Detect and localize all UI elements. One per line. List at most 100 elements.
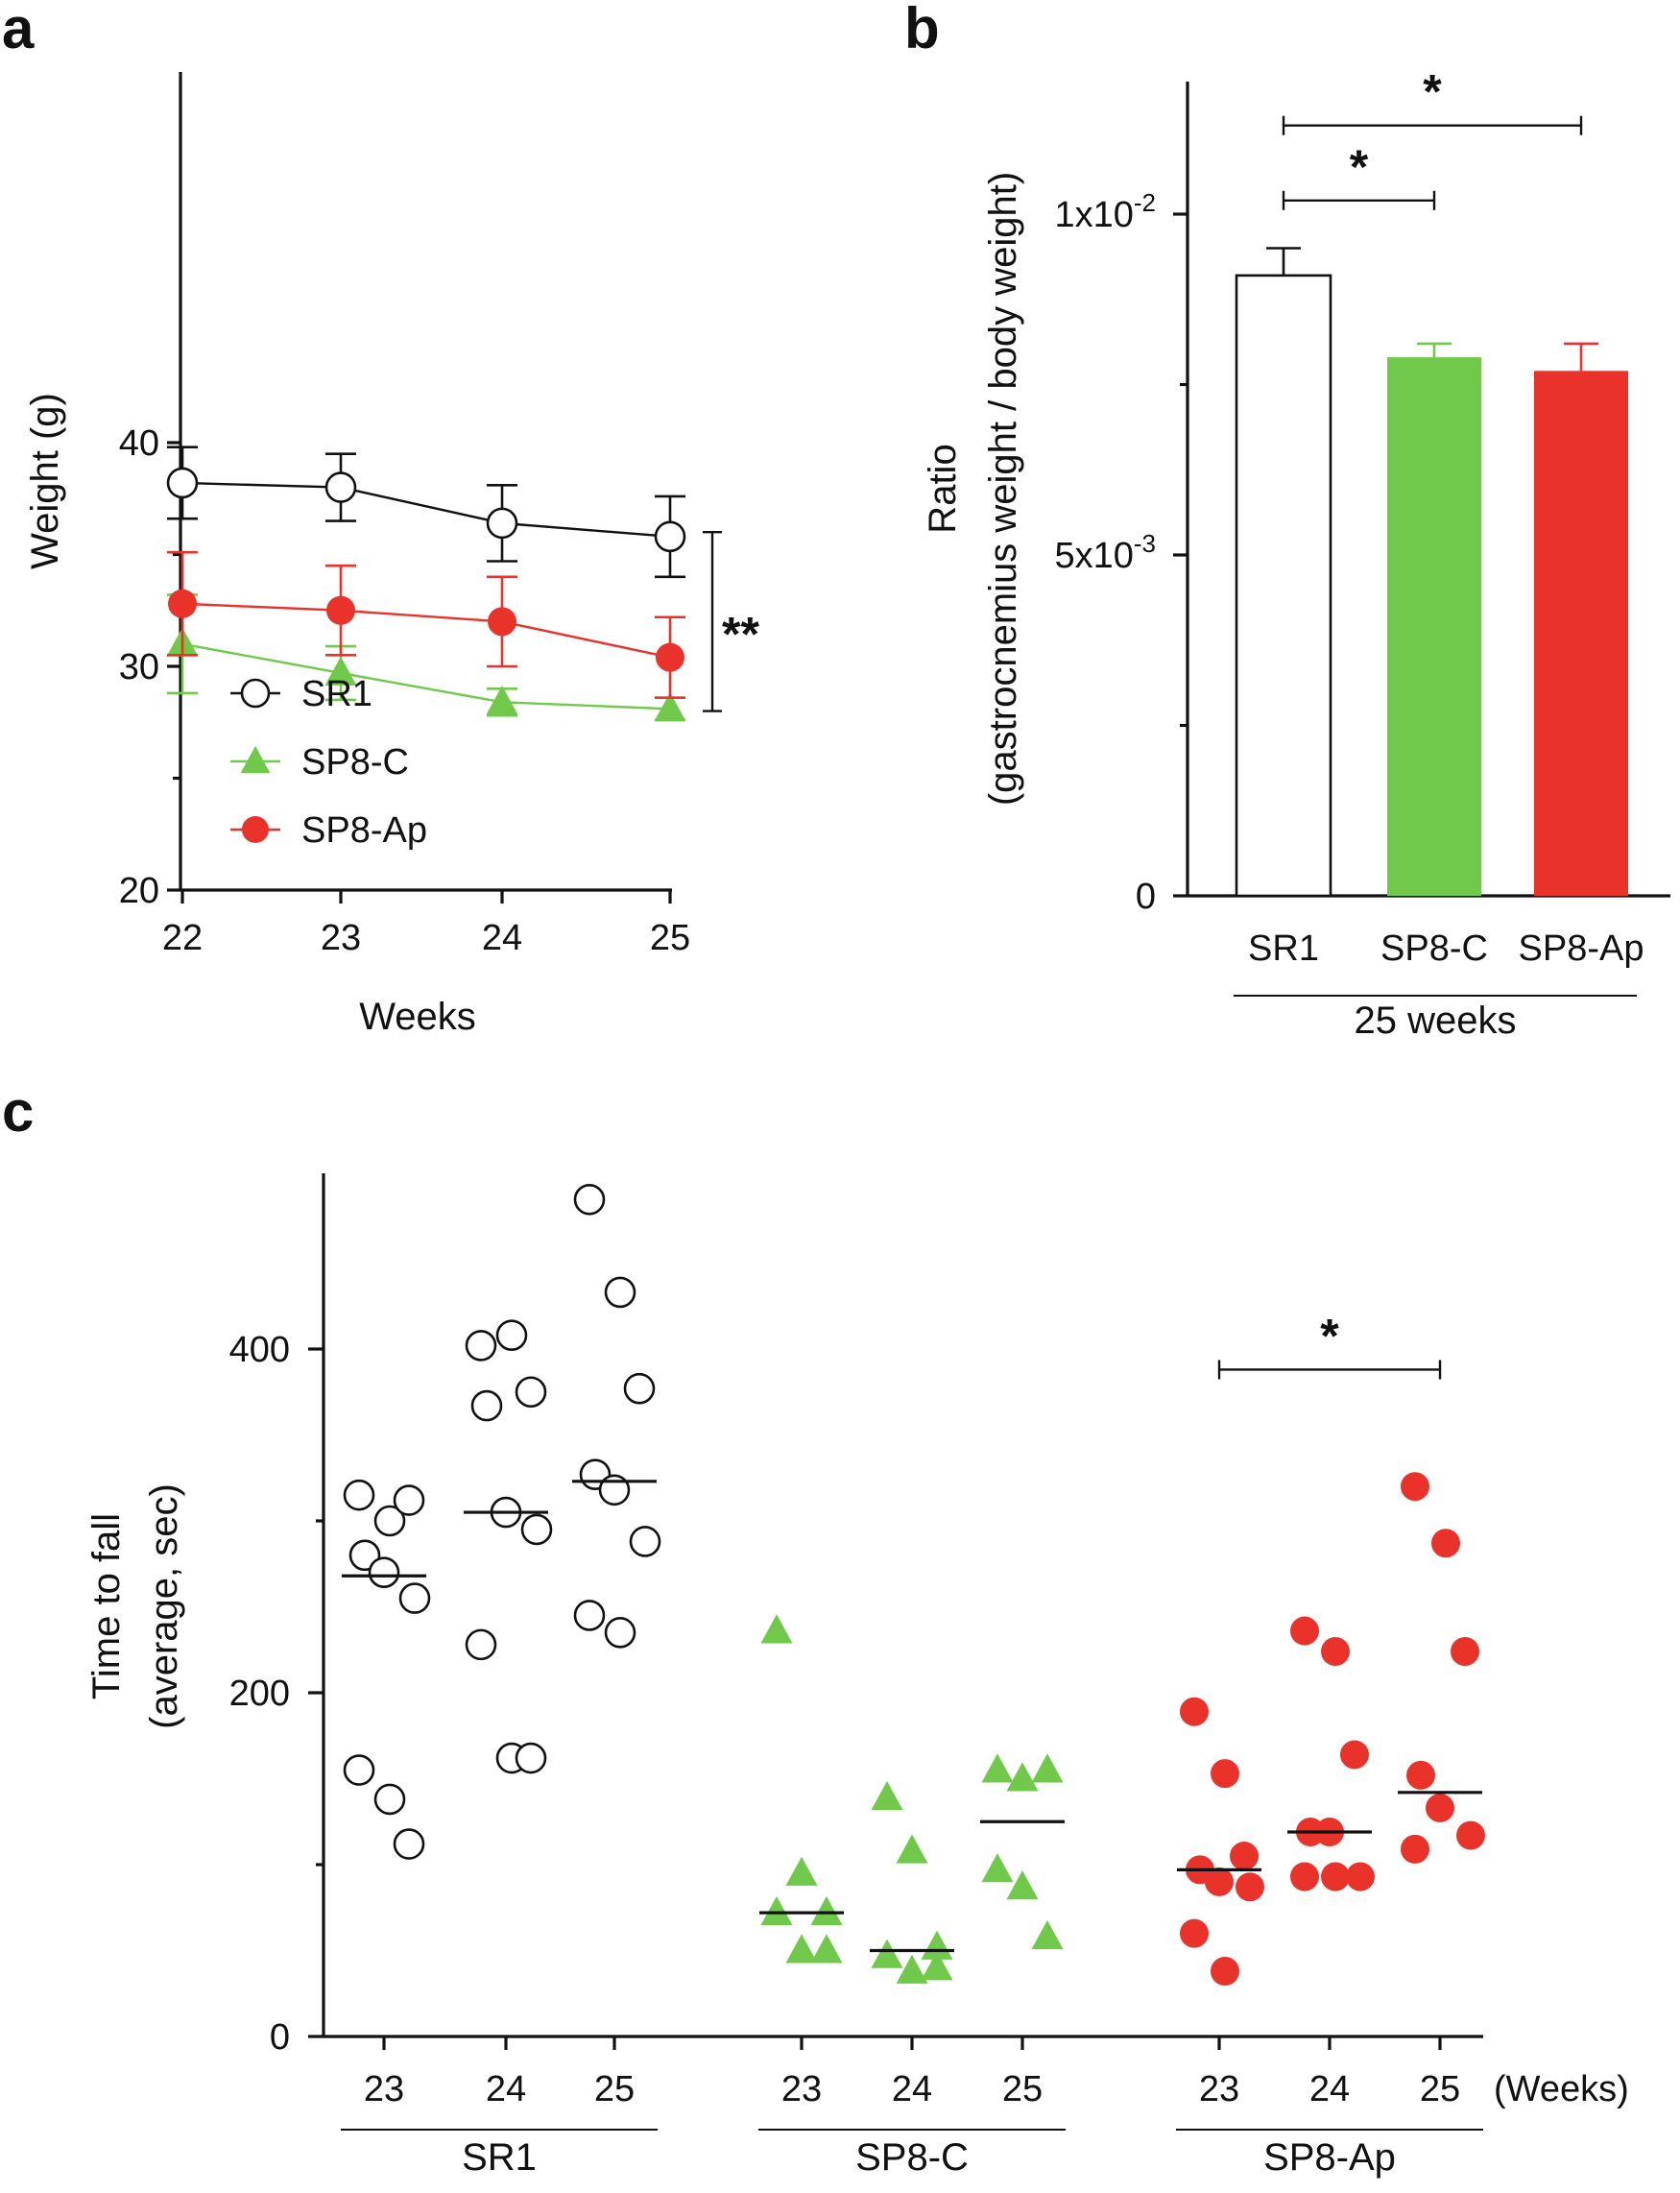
panel-a-point-sp8ap: [326, 595, 355, 625]
panel-b-y-tick-label: 0: [1136, 877, 1156, 917]
panel-a-point-sp8c: [324, 656, 357, 686]
panel-c-x-tick-label: 23: [1199, 2069, 1239, 2109]
panel-c-y-tick-label: 200: [229, 1674, 290, 1714]
panel-a-point-sr1: [486, 507, 518, 540]
panel-a-legend-item-sr1: SR1: [230, 674, 372, 714]
panel-c-group-sp8ap: 23 24 25 SP8-Ap: [1176, 1472, 1485, 2179]
panel-a-x-tick-label: 22: [162, 918, 203, 958]
panel-c-x-tick-label: 24: [1309, 2069, 1350, 2109]
panel-b-bar-group-sr1: SR1: [1235, 247, 1332, 969]
panel-c-x-tick-label: 24: [486, 2069, 526, 2109]
panel-c-point-sp8c: [896, 1834, 928, 1864]
panel-b-y-tick-exponent: -3: [1134, 529, 1156, 558]
panel-c-point-sp8c: [760, 1614, 793, 1644]
panel-c-time-to-fall-chart: 0 200 400 23 24 25 SR1 23 24 25 SP8-C 23 24 25 SP8-Ap…: [85, 1173, 1629, 2179]
panel-a-point-sp8c: [486, 686, 518, 715]
panel-a-legend-marker: [242, 816, 269, 843]
panel-a-line-sp8ap: [181, 602, 671, 659]
panel-b-y-axis-title-line2: (gastrocnemius weight / body weight): [982, 172, 1024, 806]
panel-c-point-sp8c: [871, 1939, 903, 1968]
panel-c-sig-label: *: [1320, 1309, 1339, 1362]
panel-c-x-tick-label: 24: [892, 2069, 932, 2109]
panel-a-legend-item-sp8c: SP8-C: [230, 742, 409, 783]
panel-c-point-sp8c: [981, 1853, 1014, 1883]
panel-a-point-sp8ap: [656, 642, 684, 672]
panel-a-line-sp8c: [181, 642, 671, 711]
panel-c-point-sr1: [604, 1617, 636, 1649]
panel-a-legend-label: SP8-Ap: [301, 810, 427, 851]
panel-c-x-tick-label: 25: [1002, 2069, 1043, 2109]
panel-b-group-label: 25 weeks: [1355, 1000, 1517, 1042]
panel-b-bar-group-sp8ap: SP8-Ap: [1519, 342, 1644, 969]
panel-c-week-sr1-23: 23: [342, 1479, 431, 2109]
panel-c-point-sr1: [495, 1319, 528, 1351]
panel-b-bar-group-sp8c: SP8-C: [1380, 342, 1488, 969]
panel-c-point-sr1: [343, 1479, 375, 1511]
panel-c-group-label: SP8-C: [855, 2136, 969, 2179]
panel-b-bar-sr1: [1235, 274, 1332, 898]
panel-c-point-sp8c: [981, 1753, 1014, 1783]
panel-c-week-sp8c-24: 24: [870, 1780, 954, 2109]
panel-letter-b: b: [904, 0, 940, 60]
panel-letter-c: c: [2, 1079, 34, 1144]
panel-c-point-sr1: [465, 1628, 497, 1661]
panel-c-week-sr1-25: 25: [572, 1183, 661, 2109]
panel-c-point-sr1: [398, 1582, 431, 1614]
panel-c-point-sr1: [465, 1330, 497, 1362]
panel-c-group-sr1: 23 24 25 SR1: [341, 1183, 661, 2179]
panel-a-x-tick-label: 25: [650, 918, 690, 958]
panel-c-point-sp8ap: [1211, 1759, 1239, 1789]
panel-a-line-sr1: [181, 481, 671, 539]
panel-a-legend: SR1 SP8-C SP8-Ap: [230, 674, 427, 851]
panel-b-sig-label: *: [1423, 65, 1442, 119]
panel-a-series-sr1: [166, 446, 686, 579]
panel-a-significance-label: **: [722, 607, 759, 661]
panel-c-point-sp8ap: [1180, 1697, 1209, 1726]
panel-a-point-sr1: [324, 471, 357, 503]
panel-c-point-sp8c: [921, 1951, 953, 1981]
panel-c-point-sp8ap: [1451, 1637, 1479, 1667]
panel-b-significance-bracket: *: [1282, 65, 1583, 135]
panel-a-y-tick-label: 20: [119, 871, 159, 911]
panel-b-y-tick-base: 5x10: [1054, 536, 1133, 576]
panel-c-point-sp8ap: [1290, 1616, 1319, 1646]
panel-c-point-sp8ap: [1401, 1472, 1429, 1502]
panel-c-week-sp8c-23: 23: [759, 1614, 844, 2109]
panel-c-point-sr1: [373, 1783, 406, 1816]
panel-c-x-tick-label: 25: [594, 2069, 635, 2109]
panel-c-point-sr1: [373, 1505, 406, 1537]
panel-a-x-axis-title: Weeks: [359, 996, 476, 1038]
panel-b-y-tick-base: 1x10: [1054, 195, 1133, 235]
panel-b-y-tick-exponent: -2: [1134, 188, 1156, 217]
panel-c-y-axis-title-line1: Time to fall: [85, 1513, 128, 1699]
panel-b-y-axis-title-line1: Ratio: [922, 444, 964, 533]
panel-c-y-tick-label: 400: [229, 1330, 290, 1370]
panel-a-y-axis-title: Weight (g): [24, 393, 66, 569]
panel-c-weeks-unit-label: (Weeks): [1494, 2069, 1629, 2109]
panel-c-point-sp8c: [810, 1934, 843, 1964]
panel-c-point-sp8c: [1031, 1753, 1064, 1783]
panel-c-point-sp8c: [871, 1780, 903, 1811]
panel-b-bar-sp8c: [1387, 357, 1481, 897]
panel-c-point-sp8c: [760, 1895, 793, 1926]
panel-c-point-sr1: [573, 1183, 606, 1216]
panel-c-point-sp8ap: [1230, 1842, 1259, 1871]
panel-c-point-sr1: [623, 1372, 656, 1405]
panel-c-point-sr1: [520, 1513, 553, 1546]
panel-c-point-sp8ap: [1236, 1872, 1264, 1902]
panel-a-legend-item-sp8ap: SP8-Ap: [230, 810, 427, 851]
panel-b-category-label: SR1: [1248, 928, 1319, 969]
panel-b-y-tick-label: 1x10-2: [1054, 188, 1156, 235]
panel-b-category-label: SP8-Ap: [1519, 928, 1644, 969]
panel-c-point-sp8ap: [1456, 1820, 1485, 1850]
panel-c-point-sp8ap: [1340, 1740, 1369, 1770]
panel-c-point-sr1: [368, 1556, 400, 1588]
panel-a-significance-bracket: **: [703, 531, 759, 712]
panel-c-point-sp8ap: [1401, 1834, 1429, 1864]
panel-b-bar-sp8ap: [1534, 371, 1628, 896]
panel-c-point-sp8ap: [1431, 1529, 1460, 1558]
panel-c-point-sr1: [515, 1376, 547, 1409]
panel-c-point-sp8c: [810, 1895, 843, 1926]
